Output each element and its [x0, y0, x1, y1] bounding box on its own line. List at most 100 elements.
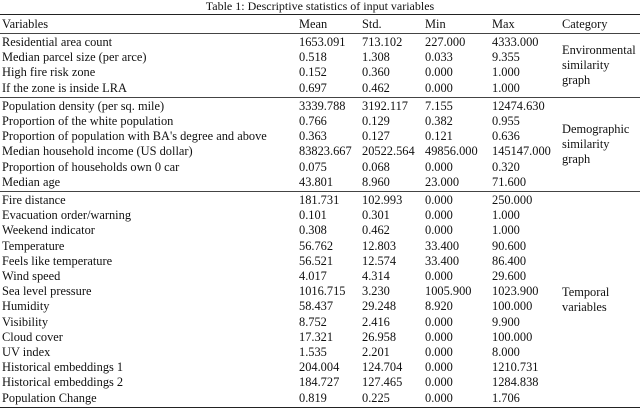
cell-min: 49856.000: [425, 144, 478, 159]
cell-min: 0.000: [425, 345, 453, 360]
cell-variable: Median age: [2, 174, 61, 189]
cell-min: 0.000: [425, 65, 453, 80]
cell-min: 23.000: [425, 174, 460, 189]
table-row: Population Change 0.819 0.225 0.000 1.706: [0, 391, 640, 408]
cell-std: 29.248: [362, 299, 397, 314]
cell-std: 124.704: [362, 360, 403, 375]
cell-variable: Feels like temperature: [2, 253, 113, 268]
cell-min: 0.000: [425, 80, 453, 95]
cell-variable: Humidity: [2, 299, 50, 314]
cell-max: 1.000: [492, 80, 520, 95]
table-row: Sea level pressure 1016.715 3.230 1005.900 1…: [0, 284, 640, 299]
header-variables: Variables: [2, 16, 49, 31]
descriptive-statistics-table: Variables Mean Std. Min Max Category Res…: [0, 14, 640, 408]
cell-max: 1284.838: [492, 375, 539, 390]
cell-max: 9.355: [492, 50, 520, 65]
cell-mean: 43.801: [299, 174, 334, 189]
cell-max: 1.000: [492, 208, 520, 223]
cell-min: 0.000: [425, 360, 453, 375]
table-row: Fire distance 181.731 102.993 0.000 250.000 T…: [0, 192, 640, 314]
table-row: Median parcel size (per arce) 0.518 1.308 0…: [0, 50, 640, 65]
cell-std: 713.102: [362, 35, 403, 49]
cell-min: 33.400: [425, 238, 460, 253]
cell-std: 12.803: [362, 238, 397, 253]
cell-max: 0.636: [492, 129, 520, 144]
cell-mean: 3339.788: [299, 98, 346, 113]
cell-std: 0.129: [362, 114, 390, 129]
header-row: Variables Mean Std. Min Max Category: [0, 14, 640, 34]
cell-max: 100.000: [492, 299, 533, 314]
cell-min: 1005.900: [425, 284, 472, 299]
cell-variable: Temperature: [2, 238, 65, 253]
table-row: Wind speed 4.017 4.314 0.000 29.600: [0, 269, 640, 284]
cell-std: 0.360: [362, 65, 390, 80]
table-row: Historical embeddings 2 184.727 127.465 0.0…: [0, 375, 640, 390]
cell-variable: Cloud cover: [2, 329, 63, 344]
cell-mean: 1.535: [299, 345, 327, 360]
header-mean: Mean: [299, 16, 328, 31]
cell-max: 250.000: [492, 193, 533, 208]
cell-max: 86.400: [492, 253, 527, 268]
cell-variable: Population Change: [2, 390, 97, 405]
cell-variable: Proportion of the white population: [2, 114, 174, 129]
cell-min: 0.000: [425, 329, 453, 344]
table-row: Proportion of the white population 0.766 0…: [0, 114, 640, 129]
table-row: Cloud cover 17.321 26.958 0.000 100.000: [0, 330, 640, 345]
header-std: Std.: [362, 16, 382, 31]
cell-variable: Fire distance: [2, 193, 66, 208]
cell-std: 0.301: [362, 208, 390, 223]
cell-category: Demographic similarity graph: [562, 122, 630, 167]
cell-min: 0.033: [425, 50, 453, 65]
cell-mean: 0.152: [299, 65, 327, 80]
table-section: Population density (per sq. mile) 3339.78…: [0, 97, 640, 192]
cell-mean: 0.075: [299, 159, 327, 174]
cell-std: 127.465: [362, 375, 403, 390]
cell-std: 26.958: [362, 329, 397, 344]
cell-min: 0.000: [425, 269, 453, 284]
cell-std: 0.462: [362, 223, 390, 238]
table-row: Feels like temperature 56.521 12.574 33.400…: [0, 254, 640, 269]
cell-std: 12.574: [362, 253, 397, 268]
cell-min: 7.155: [425, 98, 453, 113]
cell-variable: High fire risk zone: [2, 65, 96, 80]
cell-category: Environmental similarity graph: [562, 43, 636, 88]
cell-std: 4.314: [362, 269, 390, 284]
table-row: Proportion of population with BA's degre…: [0, 129, 640, 144]
table-row: Weekend indicator 0.308 0.462 0.000 1.000: [0, 223, 640, 238]
cell-max: 8.000: [492, 345, 520, 360]
cell-std: 3.230: [362, 284, 390, 299]
table-row: Population density (per sq. mile) 3339.78…: [0, 97, 640, 167]
cell-mean: 204.004: [299, 360, 340, 375]
cell-variable: Weekend indicator: [2, 223, 95, 238]
cell-min: 0.382: [425, 114, 453, 129]
cell-mean: 8.752: [299, 314, 327, 329]
cell-mean: 0.819: [299, 390, 327, 405]
cell-max: 1023.900: [492, 284, 539, 299]
table-row: Temperature 56.762 12.803 33.400 90.600: [0, 239, 640, 254]
cell-mean: 0.518: [299, 50, 327, 65]
cell-min: 0.000: [425, 390, 453, 405]
cell-min: 8.920: [425, 299, 453, 314]
header-min: Min: [425, 16, 446, 31]
cell-mean: 4.017: [299, 269, 327, 284]
cell-max: 4333.000: [492, 35, 539, 49]
table-section: Fire distance 181.731 102.993 0.000 250.000 T…: [0, 192, 640, 408]
table-row: Residential area count 1653.091 713.102 227…: [0, 34, 640, 87]
cell-variable: Proportion of population with BA's degre…: [2, 129, 267, 144]
cell-min: 0.000: [425, 314, 453, 329]
cell-max: 1.000: [492, 65, 520, 80]
table-row: Visibility 8.752 2.416 0.000 9.900: [0, 315, 640, 330]
table-row: Humidity 58.437 29.248 8.920 100.000: [0, 299, 640, 314]
cell-std: 3192.117: [362, 98, 409, 113]
cell-std: 0.225: [362, 390, 390, 405]
cell-max: 71.600: [492, 174, 527, 189]
cell-std: 0.068: [362, 159, 390, 174]
cell-std: 2.201: [362, 345, 390, 360]
cell-variable: Residential area count: [2, 35, 113, 49]
cell-min: 0.000: [425, 375, 453, 390]
cell-max: 1.000: [492, 223, 520, 238]
cell-mean: 83823.667: [299, 144, 352, 159]
cell-variable: Median household income (US dollar): [2, 144, 193, 159]
header-category: Category: [562, 16, 608, 31]
cell-max: 1210.731: [492, 360, 539, 375]
